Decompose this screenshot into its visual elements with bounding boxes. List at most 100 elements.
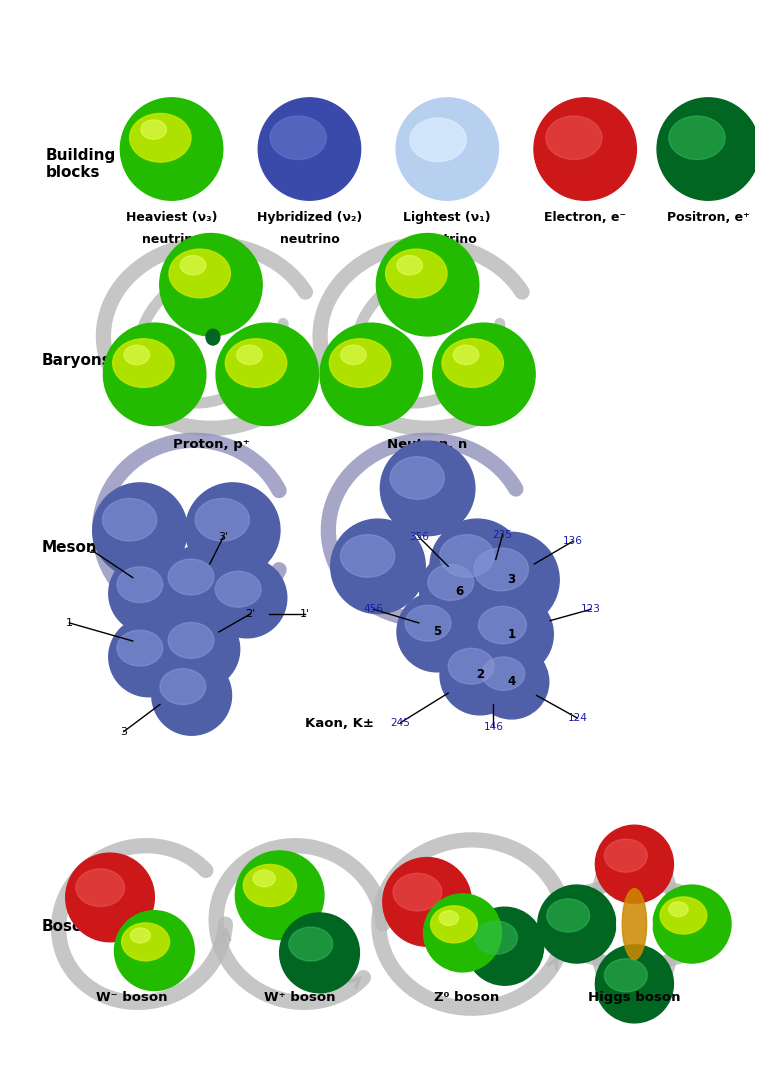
- Ellipse shape: [195, 498, 249, 541]
- Text: Lightest (ν₁): Lightest (ν₁): [404, 211, 491, 224]
- Ellipse shape: [534, 98, 636, 201]
- Ellipse shape: [397, 592, 477, 672]
- Text: 2': 2': [245, 609, 256, 619]
- Ellipse shape: [440, 535, 494, 577]
- Ellipse shape: [479, 606, 527, 644]
- Text: Pion, π±: Pion, π±: [395, 627, 459, 640]
- Text: neutrino: neutrino: [280, 233, 339, 246]
- Ellipse shape: [114, 911, 194, 991]
- Ellipse shape: [383, 858, 472, 946]
- Ellipse shape: [396, 98, 498, 201]
- Ellipse shape: [433, 323, 535, 426]
- Ellipse shape: [168, 559, 214, 595]
- Ellipse shape: [76, 869, 125, 907]
- Text: Neutron, n: Neutron, n: [388, 439, 468, 452]
- Ellipse shape: [420, 551, 499, 631]
- Ellipse shape: [390, 457, 444, 499]
- Ellipse shape: [120, 98, 223, 201]
- Text: Muon, μ±: Muon, μ±: [150, 610, 223, 623]
- Text: 1': 1': [300, 609, 310, 619]
- Ellipse shape: [216, 323, 319, 426]
- Text: Higgs boson: Higgs boson: [588, 991, 680, 1004]
- Ellipse shape: [243, 865, 296, 907]
- Text: Positron, e⁺: Positron, e⁺: [667, 211, 750, 224]
- Text: 3: 3: [507, 573, 516, 586]
- Ellipse shape: [430, 520, 524, 613]
- Ellipse shape: [440, 635, 520, 715]
- Text: 2: 2: [88, 545, 95, 555]
- Ellipse shape: [235, 851, 324, 940]
- Ellipse shape: [616, 907, 652, 942]
- Ellipse shape: [386, 249, 447, 298]
- Ellipse shape: [185, 483, 280, 578]
- Ellipse shape: [482, 657, 525, 690]
- Ellipse shape: [168, 622, 214, 659]
- Ellipse shape: [160, 545, 240, 625]
- Ellipse shape: [215, 571, 261, 607]
- Ellipse shape: [623, 888, 647, 959]
- Text: 136: 136: [563, 537, 583, 547]
- Ellipse shape: [405, 605, 451, 641]
- Ellipse shape: [160, 609, 240, 689]
- Text: Bosons: Bosons: [42, 920, 103, 935]
- Text: 245: 245: [391, 718, 411, 728]
- Text: 356: 356: [408, 531, 429, 542]
- Ellipse shape: [207, 558, 287, 638]
- Text: Mesons: Mesons: [42, 540, 107, 555]
- Text: 2: 2: [475, 668, 484, 681]
- Ellipse shape: [130, 928, 150, 943]
- Text: Proton, p⁺: Proton, p⁺: [172, 439, 249, 452]
- Text: W⁺ boson: W⁺ boson: [264, 991, 335, 1004]
- Text: Building
blocks: Building blocks: [46, 148, 116, 180]
- Ellipse shape: [113, 338, 174, 387]
- Text: 4: 4: [507, 675, 516, 688]
- Ellipse shape: [393, 873, 442, 911]
- Text: 235: 235: [492, 529, 513, 540]
- Ellipse shape: [331, 520, 425, 613]
- Ellipse shape: [109, 617, 188, 696]
- Ellipse shape: [380, 441, 475, 536]
- Ellipse shape: [448, 648, 494, 685]
- Ellipse shape: [341, 535, 395, 577]
- Ellipse shape: [538, 885, 616, 963]
- Ellipse shape: [109, 554, 188, 633]
- Ellipse shape: [466, 908, 543, 985]
- Ellipse shape: [226, 338, 287, 387]
- Ellipse shape: [546, 116, 602, 160]
- Ellipse shape: [427, 565, 474, 600]
- Ellipse shape: [152, 655, 232, 735]
- Ellipse shape: [341, 345, 367, 364]
- Ellipse shape: [160, 234, 262, 336]
- Ellipse shape: [604, 839, 647, 872]
- Ellipse shape: [475, 645, 549, 719]
- Ellipse shape: [464, 533, 559, 627]
- Ellipse shape: [442, 338, 504, 387]
- Ellipse shape: [124, 345, 149, 364]
- Text: 146: 146: [484, 722, 504, 732]
- Text: Z⁰ boson: Z⁰ boson: [434, 991, 500, 1004]
- Ellipse shape: [117, 631, 163, 666]
- Ellipse shape: [206, 329, 219, 345]
- Ellipse shape: [236, 345, 262, 364]
- Ellipse shape: [668, 902, 688, 916]
- Text: 456: 456: [363, 605, 383, 614]
- Ellipse shape: [595, 826, 674, 903]
- Ellipse shape: [329, 338, 391, 387]
- Ellipse shape: [376, 234, 479, 336]
- Ellipse shape: [169, 249, 230, 298]
- Ellipse shape: [102, 498, 157, 541]
- Text: Heaviest (ν₃): Heaviest (ν₃): [126, 211, 217, 224]
- Ellipse shape: [93, 483, 187, 578]
- Text: Hybridized (ν₂): Hybridized (ν₂): [257, 211, 362, 224]
- Ellipse shape: [547, 899, 590, 932]
- Text: 1: 1: [66, 618, 73, 627]
- Ellipse shape: [253, 870, 275, 887]
- Ellipse shape: [320, 323, 422, 426]
- Ellipse shape: [474, 548, 529, 591]
- Text: 123: 123: [581, 605, 600, 614]
- Ellipse shape: [475, 921, 517, 954]
- Ellipse shape: [431, 906, 477, 943]
- Ellipse shape: [669, 116, 725, 160]
- Ellipse shape: [122, 923, 169, 960]
- Text: 6: 6: [456, 584, 463, 597]
